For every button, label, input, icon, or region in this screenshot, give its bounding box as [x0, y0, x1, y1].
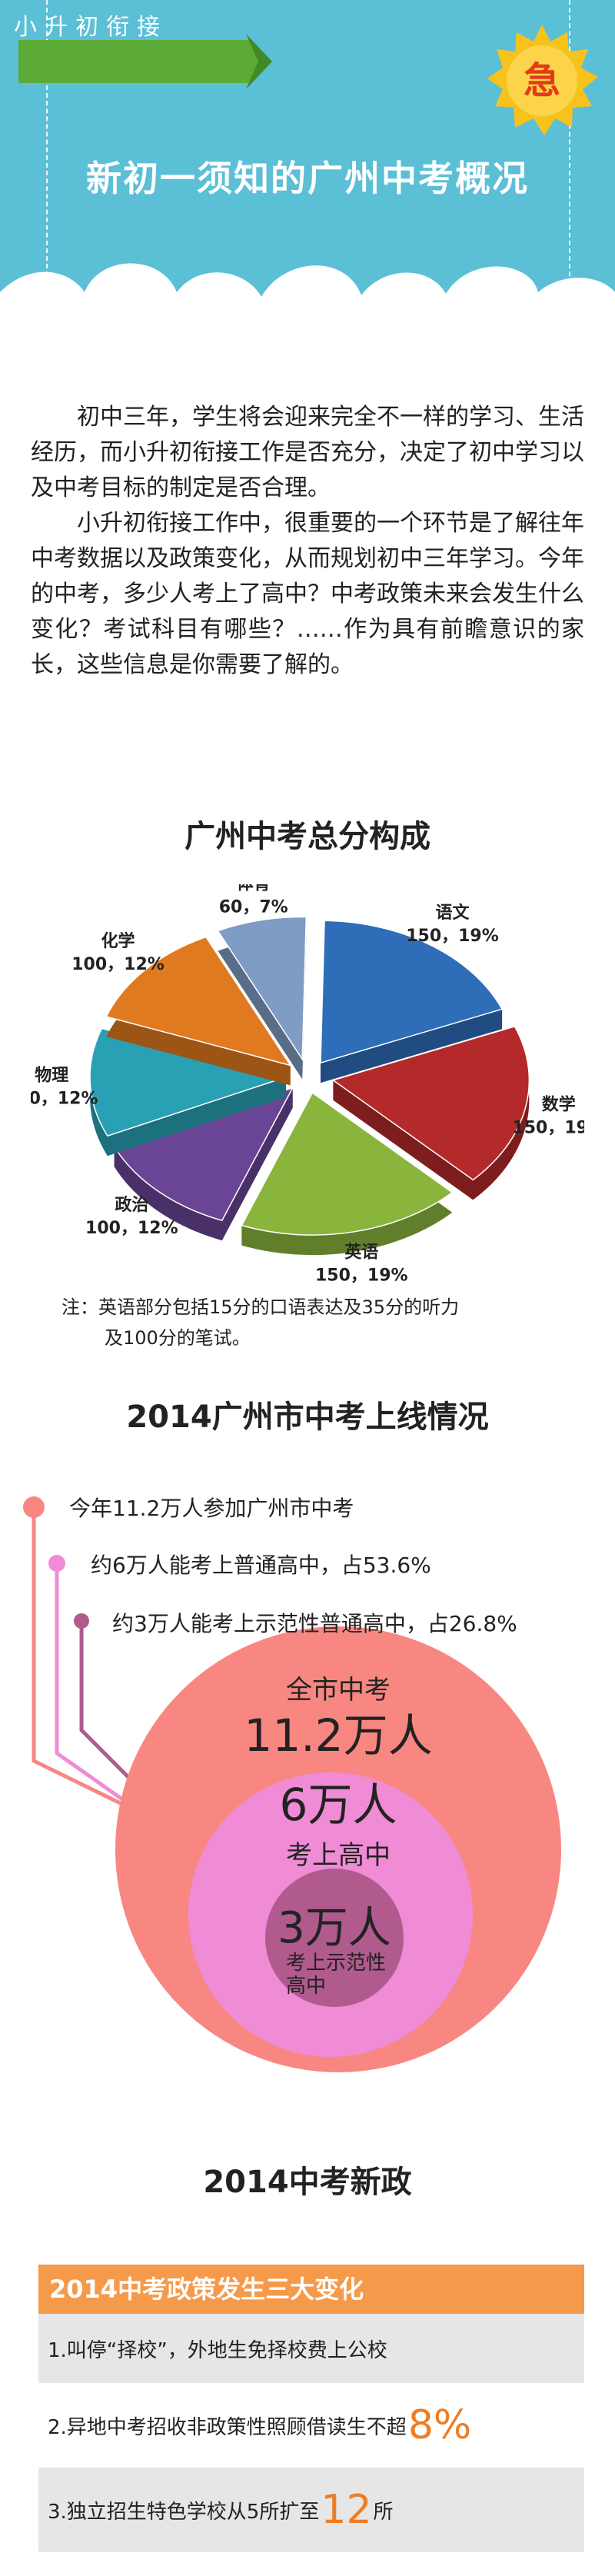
ribbon-label: 小升初衔接 [14, 14, 168, 41]
policy-row-2-text: 2.异地中考招收非政策性照顾借读生不超 [48, 2415, 407, 2439]
dashed-margin-line [46, 0, 48, 338]
outer-circle-value: 11.2万人 [244, 1709, 433, 1762]
policy-row-1-text: 1.叫停“择校”，外地生免择校费上公校 [48, 2338, 387, 2362]
intro-paragraph-1: 初中三年，学生将会迎来完全不一样的学习、生活经历，而小升初衔接工作是否充分，决定… [31, 404, 584, 501]
intro-paragraph-2: 小升初衔接工作中，很重要的一个环节是了解往年中考数据以及政策变化，从而规划初中三… [31, 510, 584, 678]
policy-row-2: 2.异地中考招收非政策性照顾借读生不超 8% [38, 2383, 584, 2468]
cloud-border-icon [0, 263, 615, 338]
dashed-margin-line [569, 0, 570, 338]
pie-label-value: 150，19% [315, 1266, 408, 1284]
inner-label-line-1: 考上示范性 [286, 1952, 387, 1975]
pie-slice-top [105, 936, 292, 1067]
urgent-badge-text: 急 [523, 59, 560, 102]
inner-circle [265, 1869, 404, 2007]
policy-title: 2014中考新政 [203, 2165, 412, 2200]
pie-slice-top [320, 920, 504, 1064]
bullet-text-1: 今年11.2万人参加广州市中考 [69, 1496, 354, 1521]
pie-label-name: 政治 [115, 1195, 148, 1215]
ribbon-arrow-icon [18, 34, 272, 89]
inner-circle-value: 3万人 [278, 1903, 391, 1953]
outer-circle-label: 全市中考 [286, 1675, 391, 1706]
inner-circle-label: 考上示范性 高中 [286, 1952, 401, 1998]
english-note: 注：英语部分包括15分的口语表达及35分的听力 及100分的笔试。 [62, 1292, 569, 1353]
policy-row-1: 1.叫停“择校”，外地生免择校费上公校 [38, 2314, 584, 2383]
pie-label-value: 150，19% [406, 927, 499, 946]
bullet-text-2: 约6万人能考上普通高中，占53.6% [91, 1553, 431, 1578]
circle-diagram [32, 1507, 561, 2072]
bullet-dot-3 [74, 1613, 89, 1629]
pie-slice-top [241, 1092, 454, 1236]
pie-slice-top [331, 1025, 530, 1181]
policy-row-3-suffix: 所 [373, 2500, 394, 2524]
pie-slice-1 [320, 920, 504, 1083]
pie-slice-side [114, 1087, 293, 1241]
bullet-text-3: 约3万人能考上示范性普通高中，占26.8% [112, 1611, 517, 1636]
score-pie-chart: 语文 150，19% 数学 150，19% 英语 150，19% 政治 100，12% 物理 10… [31, 884, 584, 1284]
pie-slice-2 [331, 1025, 530, 1200]
note-line-2: 及100分的笔试。 [105, 1327, 251, 1349]
page-title: 新初一须知的广州中考概况 [86, 158, 529, 199]
pie-label-name: 数学 [542, 1094, 576, 1114]
policy-row-3: 3.独立招生特色学校从5所扩至 12 所 [38, 2468, 584, 2552]
pie-label-name: 语文 [436, 903, 470, 923]
exam-2014-title: 2014广州市中考上线情况 [126, 1399, 489, 1435]
pie-slice-3 [241, 1092, 454, 1256]
pie-label-value: 150，19% [512, 1118, 584, 1137]
pie-label-name: 化学 [101, 931, 135, 951]
pie-label-value: 60，7% [219, 898, 288, 917]
pie-slice-top [113, 1087, 294, 1222]
policy-table-header: 2014中考政策发生三大变化 [38, 2265, 584, 2314]
policy-row-3-highlight: 12 [321, 2487, 372, 2533]
bullet-dot-1 [23, 1496, 45, 1518]
bullet-dot-2 [48, 1555, 65, 1572]
pie-label-name: 英语 [344, 1243, 378, 1262]
pie-label-name: 物理 [35, 1065, 68, 1085]
pie-slice-4 [113, 1087, 294, 1241]
pie-slice-6 [105, 936, 292, 1086]
intro-text: 初中三年，学生将会迎来完全不一样的学习、生活经历，而小升初衔接工作是否充分，决定… [31, 400, 584, 683]
inner-label-line-2: 高中 [286, 1975, 327, 1998]
pie-slice-top [217, 916, 308, 1061]
mid-circle-value: 6万人 [279, 1779, 397, 1831]
mid-circle-label: 考上高中 [286, 1840, 391, 1871]
pie-section-title: 广州中考总分构成 [184, 819, 430, 854]
pie-label-name: 体育 [237, 884, 271, 894]
pie-slice-top [89, 1027, 288, 1137]
policy-table: 2014中考政策发生三大变化 1.叫停“择校”，外地生免择校费上公校 2.异地中… [38, 2265, 584, 2552]
pie-slice-7 [217, 916, 308, 1080]
policy-row-3-text: 3.独立招生特色学校从5所扩至 [48, 2500, 320, 2524]
pie-label-value: 100，12% [71, 955, 165, 974]
header-banner: 小升初衔接 急 新初一须知的广州中考概况 [0, 0, 615, 338]
pie-label-value: 100，12% [85, 1219, 178, 1238]
note-line-1: 注：英语部分包括15分的口语表达及35分的听力 [62, 1296, 460, 1318]
pie-label-value: 100，12% [31, 1089, 98, 1108]
starburst-badge-icon [487, 25, 598, 135]
policy-row-2-highlight: 8% [407, 2402, 472, 2448]
